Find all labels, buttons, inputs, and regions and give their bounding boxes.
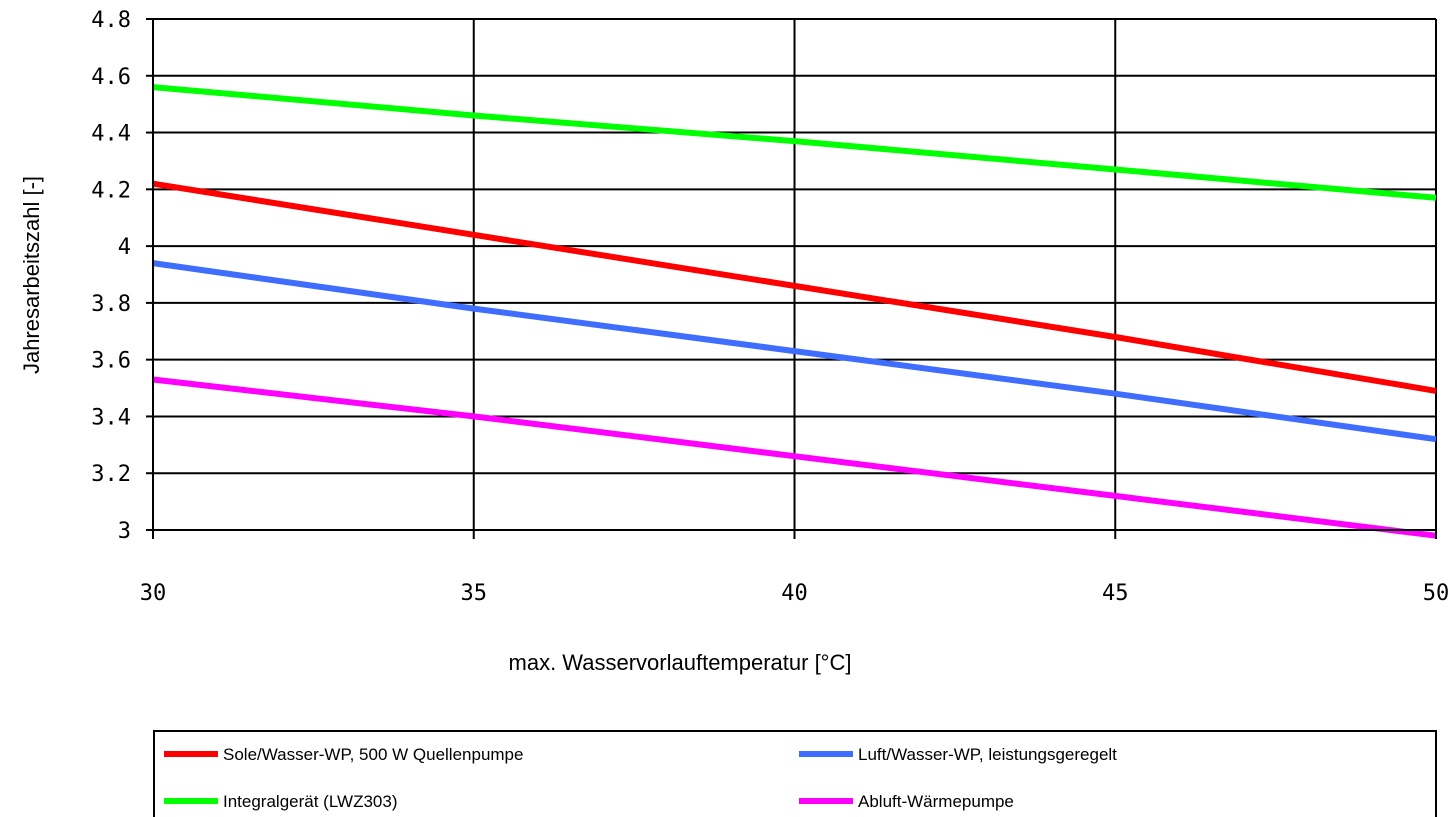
legend-swatch (799, 798, 853, 804)
legend-swatch (799, 751, 853, 757)
y-tick-label: 3.2 (91, 462, 131, 487)
legend-swatch (164, 798, 218, 804)
y-tick-label: 3.8 (91, 292, 131, 317)
y-tick-label: 4.2 (91, 178, 131, 203)
legend-item: Integralgerät (LWZ303) (164, 792, 397, 811)
y-tick-label: 4.8 (91, 8, 131, 33)
tick-labels: 3 3.2 3.4 3.6 3.8 4 4.2 4.4 4.6 4.8 30 35 40 45 50 (91, 8, 1449, 606)
legend-item: Abluft-Wärmepumpe (799, 792, 1014, 811)
y-tick-label: 3.4 (91, 405, 131, 430)
x-tick-label: 30 (140, 581, 167, 606)
y-tick-label: 3 (118, 519, 131, 544)
legend-label: Integralgerät (LWZ303) (223, 792, 397, 811)
legend-frame (153, 730, 1437, 817)
y-tick-label: 4.6 (91, 65, 131, 90)
legend-label: Abluft-Wärmepumpe (858, 792, 1014, 811)
x-axis-title: max. Wasservorlauftemperatur [°C] (509, 650, 852, 675)
series-line-2 (152, 260, 1437, 443)
y-tick-label: 3.6 (91, 349, 131, 374)
x-tick-label: 45 (1102, 581, 1129, 606)
y-tick-label: 4.4 (91, 122, 131, 147)
legend-item: Sole/Wasser-WP, 500 W Quellenpumpe (164, 745, 523, 764)
legend-item: Luft/Wasser-WP, leistungsgeregelt (799, 745, 1117, 764)
series-lines (152, 84, 1437, 539)
y-tick-label: 4 (118, 235, 131, 260)
series-line-4 (152, 376, 1437, 539)
legend: Sole/Wasser-WP, 500 W Quellenpumpe Luft/W… (153, 730, 1437, 817)
axes (146, 18, 1437, 539)
legend-label: Luft/Wasser-WP, leistungsgeregelt (858, 745, 1117, 764)
legend-swatch (164, 751, 218, 757)
x-tick-label: 40 (781, 581, 808, 606)
y-axis-title: Jahresarbeitszahl [-] (19, 176, 44, 374)
series-line-3 (152, 84, 1437, 201)
legend-label: Sole/Wasser-WP, 500 W Quellenpumpe (223, 745, 523, 764)
x-tick-label: 50 (1423, 581, 1450, 606)
series-line-1 (152, 180, 1437, 394)
x-tick-label: 35 (461, 581, 488, 606)
